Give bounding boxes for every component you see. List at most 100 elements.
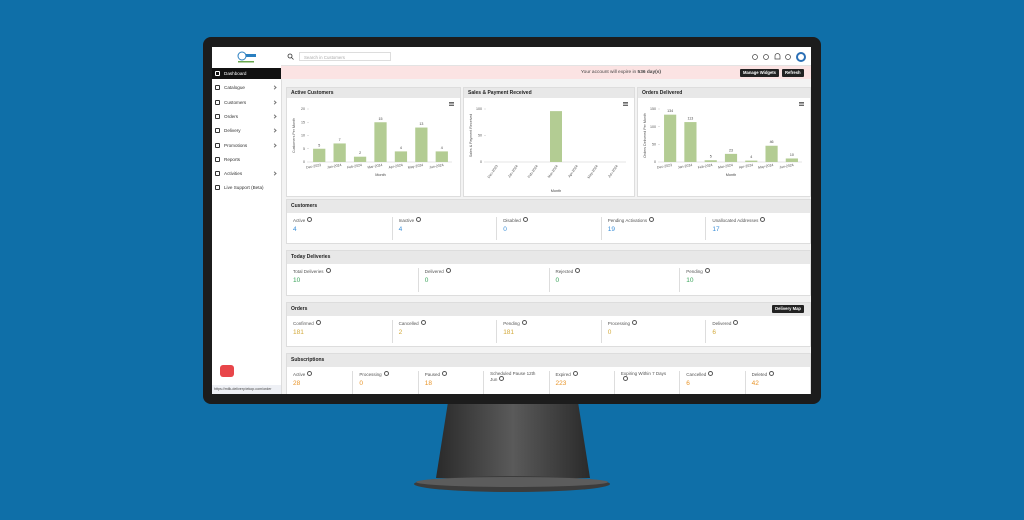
menu-label: Live Support (Beta)	[224, 185, 264, 191]
chart-panel: Active Customers 0 5 10 15 20 Customers Per Mo…	[286, 87, 461, 197]
stat-item: Rejected 0	[548, 268, 680, 292]
stat-label: Pending	[503, 320, 590, 326]
bar	[394, 151, 408, 162]
menu-chevron	[272, 114, 277, 119]
chart-panel: Sales & Payment Received 0 50 100 Sales & Pa…	[463, 87, 635, 197]
chart: 0 5 10 15 20 Customers Per Month Dec-2023 5 Jan-…	[292, 102, 454, 177]
stat-label: Expiring Within 7 Days	[621, 371, 668, 382]
y-tick-label: 0	[480, 160, 482, 164]
search-input[interactable]: Search in Customers	[299, 52, 391, 61]
y-tick-label: 0	[303, 160, 305, 164]
data-label: 2	[359, 151, 361, 155]
menu-item[interactable]: Promotions	[212, 140, 281, 151]
menu-item[interactable]: Delivery	[212, 125, 281, 136]
x-tick-label: May-2024	[758, 163, 774, 170]
stat-label-text: Processing	[607, 321, 631, 326]
stat-item: Processing 0	[352, 371, 417, 394]
card-button[interactable]: Delivery Map	[772, 305, 804, 313]
chart-menu-line	[799, 102, 804, 103]
info-icon	[499, 376, 505, 381]
stat-label-text: Delivered	[424, 269, 444, 274]
stat-label: Pending	[686, 268, 799, 274]
menu-item[interactable]: Live Support (Beta)	[212, 182, 281, 193]
stat-card: Customers Active 4 Inactive 4 Disabled 0 Pendin…	[286, 199, 811, 244]
stat-item: Deleted 42	[744, 371, 810, 394]
menu-chevron	[272, 142, 277, 148]
stat-label-text: Scheduled Pause 12th Jun	[490, 371, 536, 382]
menu-chevron	[272, 171, 277, 176]
x-tick-label: Feb-2024	[347, 163, 363, 170]
x-tick-label: Mar-2024	[547, 164, 559, 179]
expiry-banner: Your account will expire in 536 day(s) M…	[281, 66, 811, 79]
stat-label-text: Active	[293, 218, 306, 223]
bar	[745, 160, 758, 162]
stat-value: 42	[751, 380, 759, 387]
menu-item[interactable]: Orders	[212, 111, 281, 122]
chart-menu[interactable]	[623, 102, 628, 106]
stat-label-text: Inactive	[398, 218, 415, 223]
banner-days: 536 day(s)	[637, 70, 661, 75]
stat-label-text: Delivered	[712, 321, 732, 326]
x-axis-label: Month	[726, 173, 737, 177]
stat-value: 0	[424, 277, 429, 284]
search-icon	[287, 53, 294, 60]
stat-label: Confirmed	[293, 320, 380, 326]
screen: Dashboard Catalogue Customers Orders Deliver…	[212, 47, 811, 394]
x-tick-label: Feb-2024	[527, 164, 539, 179]
stat-label-text: Total Deliveries	[293, 269, 324, 274]
menu-chevron	[272, 85, 277, 90]
bar	[435, 151, 448, 162]
stat-label-text: Unallocated Addresses	[712, 218, 759, 223]
menu-item[interactable]: Catalogue	[212, 82, 281, 93]
info-icon	[442, 371, 448, 376]
stat-value: 10	[293, 277, 301, 284]
info-icon	[383, 371, 389, 376]
menu-item[interactable]: Reports	[212, 154, 281, 165]
stat-label: Total Deliveries	[293, 268, 406, 274]
data-label: 23	[729, 148, 733, 152]
data-label: 5	[318, 143, 320, 147]
stat-label: Pending Activations	[608, 217, 695, 223]
info-icon	[622, 376, 628, 381]
manage-widgets-button[interactable]: Manage Widgets	[740, 68, 780, 77]
x-tick-label: Dec-2023	[487, 164, 499, 179]
refresh-button[interactable]: Refresh	[782, 68, 804, 77]
x-tick-label: Jan-2024	[507, 164, 519, 178]
info-icon	[760, 217, 766, 222]
stat-value: 6	[686, 380, 690, 387]
bar	[415, 127, 428, 162]
info-icon	[420, 320, 426, 325]
x-tick-label: Feb-2024	[697, 163, 713, 170]
data-label: 113	[688, 117, 694, 121]
stat-label-text: Cancelled	[398, 321, 419, 326]
bar	[374, 122, 387, 162]
bar	[704, 160, 717, 162]
menu-item[interactable]: Dashboard	[212, 68, 281, 79]
menu-label: Delivery	[224, 128, 241, 134]
chart-menu-line	[799, 105, 804, 106]
chart-menu[interactable]	[449, 102, 454, 106]
menu-icon	[215, 128, 220, 134]
stat-label: Inactive	[399, 217, 486, 223]
card-title: Customers	[287, 200, 810, 213]
stat-value: 2	[398, 329, 403, 336]
chart-menu[interactable]	[799, 102, 804, 106]
x-tick-label: Dec-2023	[306, 163, 322, 170]
stat-label: Unallocated Addresses	[712, 217, 799, 223]
chat-widget[interactable]	[220, 365, 234, 377]
x-tick-label: Dec-2023	[657, 163, 673, 170]
chart-menu-line	[799, 103, 804, 105]
stat-label-text: Processing	[359, 372, 382, 377]
y-tick-label: 150	[650, 107, 656, 111]
stat-value: 223	[555, 380, 567, 387]
menu-item[interactable]: Customers	[212, 97, 281, 108]
menu-item[interactable]: Activities	[212, 168, 281, 179]
menu-label: Orders	[224, 113, 239, 119]
menu-chevron	[272, 128, 277, 133]
menu-icon	[215, 142, 220, 148]
stat-label: Active	[293, 217, 380, 223]
info-icon	[521, 320, 527, 325]
stat-item: Pending 10	[679, 268, 810, 292]
stat-label: Deleted	[752, 371, 799, 377]
